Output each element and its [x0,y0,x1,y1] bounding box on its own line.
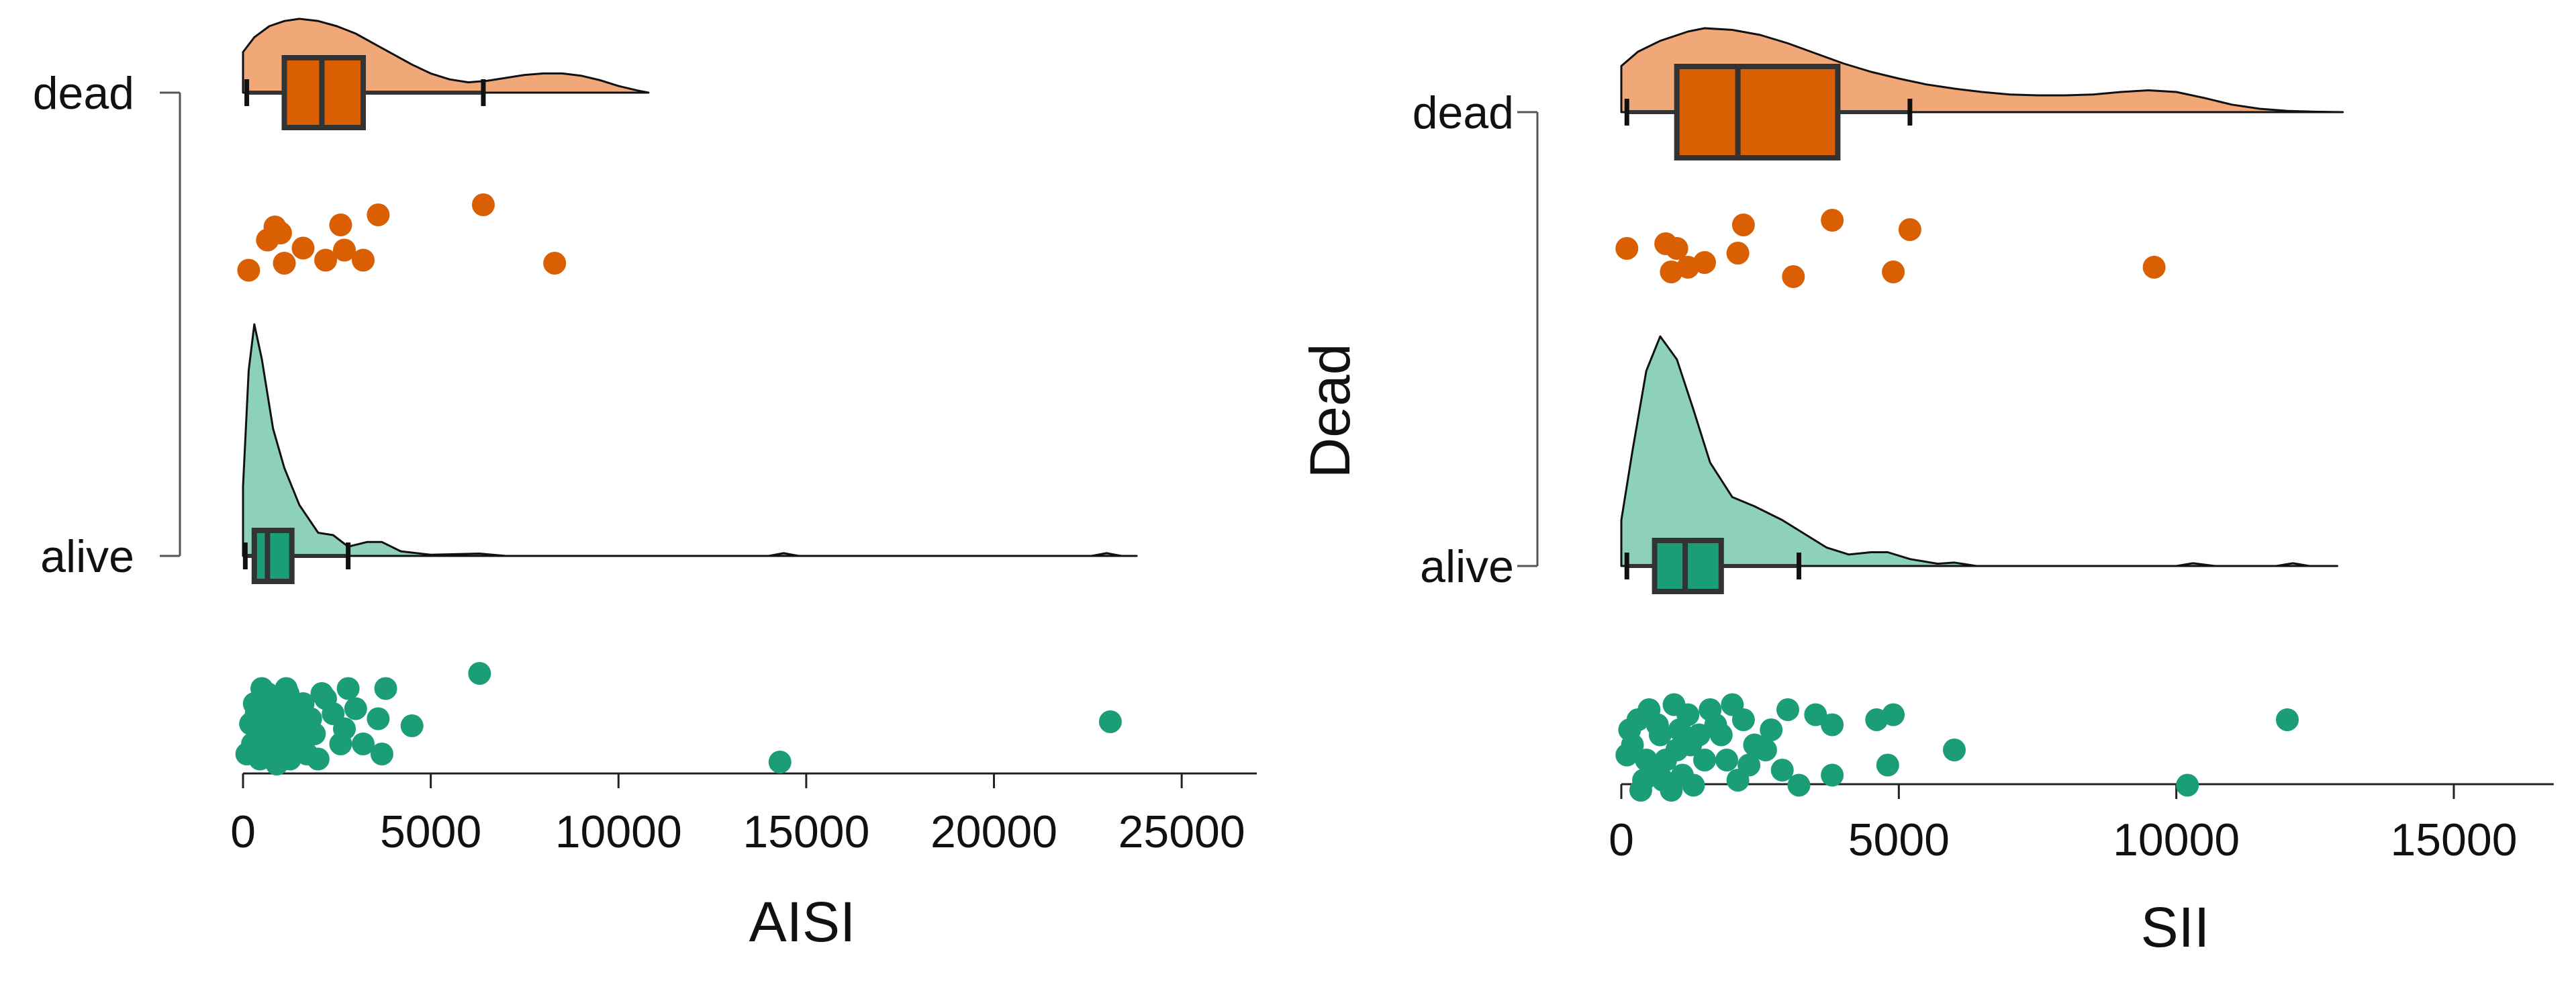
data-point-alive [240,732,264,755]
data-point-dead [543,252,567,275]
data-point-alive [1668,718,1691,741]
data-point-alive [1662,693,1686,716]
data-point-dead [1654,232,1678,255]
data-point-alive [1726,769,1750,792]
data-point-alive [275,677,298,700]
data-point-alive [370,743,393,765]
data-point-dead [351,248,375,272]
data-point-alive [374,677,397,700]
data-point-dead [2142,256,2166,279]
data-point-alive [1776,698,1799,721]
data-point-dead [237,258,260,282]
data-point-alive [1787,773,1811,797]
x-axis-title: SII [2141,896,2210,959]
x-tick-label: 25000 [1118,806,1245,857]
data-point-alive [1670,763,1694,787]
data-point-dead [1882,261,1905,283]
data-point-alive [351,732,375,755]
data-point-alive [256,682,279,705]
data-point-alive [303,722,326,745]
x-tick-label: 15000 [743,806,869,857]
data-point-dead [1821,209,1844,232]
x-tick-label: 0 [230,806,256,857]
data-point-alive [1760,718,1783,741]
data-point-alive [336,677,360,700]
data-point-alive [400,714,424,737]
data-point-alive [1635,749,1658,771]
data-point-dead [1731,214,1755,236]
data-point-alive [1618,718,1641,741]
data-point-alive [367,707,390,730]
data-point-alive [1645,713,1669,737]
data-point-dead [1726,242,1750,265]
data-point-alive [1652,769,1674,792]
category-label-alive: alive [40,531,134,582]
data-point-dead [291,236,315,260]
data-point-alive [1743,733,1766,757]
data-point-alive [1654,749,1678,771]
data-point-alive [768,751,792,773]
x-tick-label: 15000 [2390,814,2517,865]
data-point-alive [1876,753,1899,777]
data-point-dead [1615,237,1639,260]
data-point-alive [1804,703,1827,726]
data-point-alive [278,747,301,771]
x-tick-label: 5000 [380,806,481,857]
data-point-dead [1898,218,1921,241]
data-point-alive [1770,759,1794,782]
data-point-alive [468,662,491,685]
data-point-alive [1699,698,1722,721]
data-point-dead [269,222,292,244]
data-point-alive [1715,749,1739,771]
data-point-alive [1865,708,1889,731]
data-point-alive [1098,710,1122,733]
data-point-dead [314,248,338,272]
x-tick-label: 10000 [555,806,682,857]
data-point-alive [291,692,315,715]
data-point-alive [1693,749,1716,771]
sii-raincloud-panel: 0 5000 10000 15000 SII Dead dead alive [1298,27,2554,959]
box-iqr-alive [251,528,295,584]
data-point-alive [1943,739,1966,761]
data-point-alive [1629,779,1652,802]
x-tick-label: 20000 [931,806,1057,857]
x-tick-label: 10000 [2113,814,2240,865]
density-cloud-alive [1620,335,2338,567]
data-point-dead [367,203,390,226]
data-point-alive [310,682,334,705]
x-axis-title: AISI [749,890,856,953]
data-point-dead [333,238,356,262]
data-point-alive [2276,708,2299,731]
data-point-alive [1821,763,1844,787]
aisi-raincloud-panel: 0 5000 10000 15000 20000 25000 AISI dead alive [33,17,1257,953]
data-point-alive [2176,773,2199,797]
x-tick-label: 5000 [1848,814,1950,865]
category-label-dead: dead [33,68,134,119]
data-point-alive [1821,713,1844,737]
data-point-dead [273,252,296,275]
data-point-dead [329,214,352,236]
category-label-dead: dead [1413,87,1514,138]
box-iqr-dead [1674,64,1841,160]
y-axis-title: Dead [1298,344,1362,479]
density-cloud-alive [242,323,1138,557]
data-point-alive [344,697,367,720]
x-tick-label: 0 [1609,814,1634,865]
data-point-dead [471,193,495,216]
category-label-alive: alive [1420,541,1514,592]
data-point-dead [1782,265,1805,288]
data-point-alive [333,717,356,741]
data-point-dead [1693,251,1716,274]
data-point-alive [263,717,287,741]
box-iqr-alive [1652,538,1724,594]
data-point-alive [1731,708,1755,731]
